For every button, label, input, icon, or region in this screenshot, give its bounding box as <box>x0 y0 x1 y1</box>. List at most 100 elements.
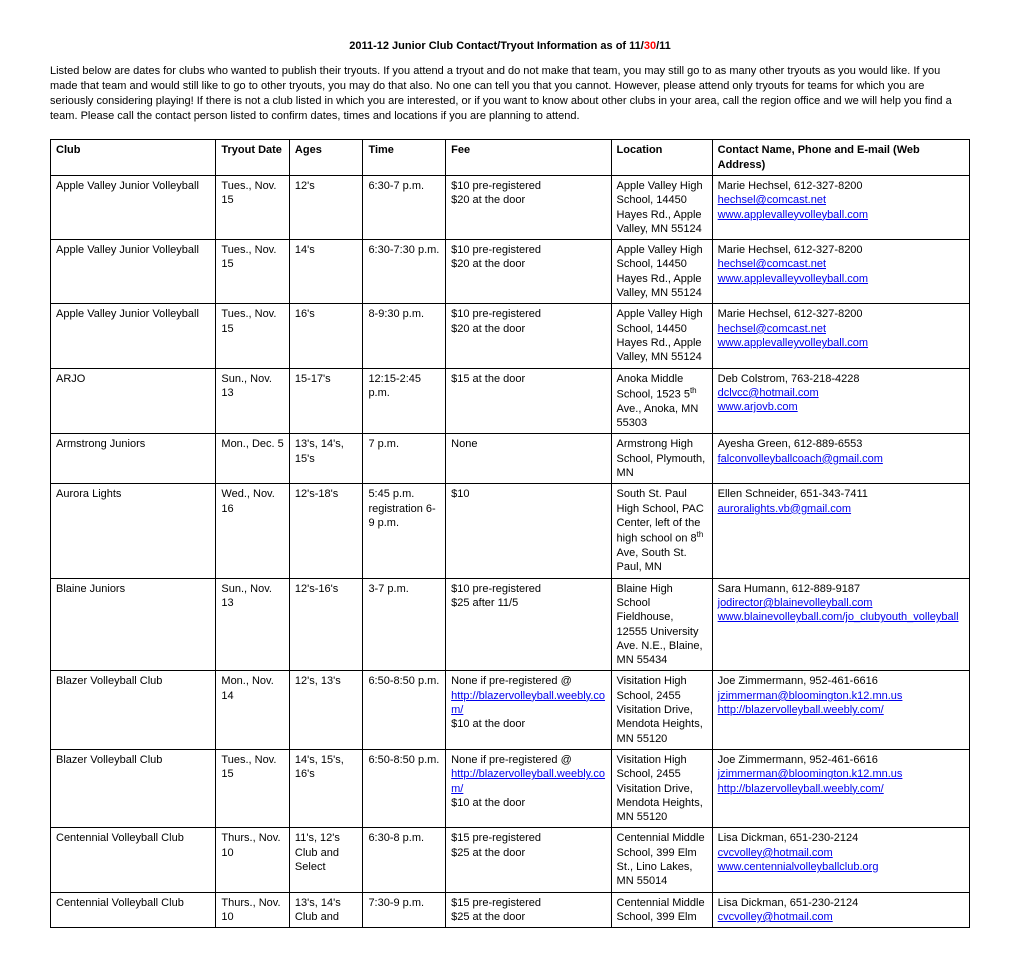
contact-link[interactable]: auroralights.vb@gmail.com <box>718 503 851 515</box>
cell-date: Mon., Nov. 14 <box>216 671 290 749</box>
contact-link[interactable]: jzimmerman@bloomington.k12.mn.us <box>718 768 903 780</box>
cell-club: Blazer Volleyball Club <box>51 671 216 749</box>
contact-link[interactable]: cvcvolley@hotmail.com <box>718 911 833 923</box>
cell-location: Apple Valley High School, 14450 Hayes Rd… <box>611 175 712 239</box>
cell-fee: $10 pre-registered$25 after 11/5 <box>446 578 611 671</box>
contact-link[interactable]: hechsel@comcast.net <box>718 194 826 206</box>
header-contact: Contact Name, Phone and E-mail (Web Addr… <box>712 140 969 176</box>
cell-location: Visitation High School, 2455 Visitation … <box>611 749 712 827</box>
cell-time: 6:50-8:50 p.m. <box>363 749 446 827</box>
cell-fee: $15 at the door <box>446 368 611 434</box>
cell-contact: Marie Hechsel, 612-327-8200hechsel@comca… <box>712 304 969 368</box>
table-row: Blazer Volleyball ClubTues., Nov. 1514's… <box>51 749 970 827</box>
cell-fee: $10 pre-registered$20 at the door <box>446 240 611 304</box>
cell-time: 8-9:30 p.m. <box>363 304 446 368</box>
cell-club: ARJO <box>51 368 216 434</box>
table-row: Blaine JuniorsSun., Nov. 1312's-16's3-7 … <box>51 578 970 671</box>
header-location: Location <box>611 140 712 176</box>
cell-date: Sun., Nov. 13 <box>216 368 290 434</box>
fee-link[interactable]: http://blazervolleyball.weebly.com/ <box>451 768 605 794</box>
header-fee: Fee <box>446 140 611 176</box>
cell-club: Blaine Juniors <box>51 578 216 671</box>
contact-link[interactable]: www.centennialvolleyballclub.org <box>718 861 879 873</box>
cell-time: 7:30-9 p.m. <box>363 892 446 928</box>
contact-link[interactable]: www.applevalleyvolleyball.com <box>718 209 868 221</box>
cell-club: Aurora Lights <box>51 484 216 578</box>
contact-link[interactable]: http://blazervolleyball.weebly.com/ <box>718 704 884 716</box>
cell-date: Sun., Nov. 13 <box>216 578 290 671</box>
cell-ages: 12's, 13's <box>289 671 363 749</box>
contact-link[interactable]: www.blainevolleyball.com/jo_clubyouth_vo… <box>718 611 959 623</box>
cell-ages: 16's <box>289 304 363 368</box>
cell-contact: Joe Zimmermann, 952-461-6616jzimmerman@b… <box>712 671 969 749</box>
cell-time: 6:30-7:30 p.m. <box>363 240 446 304</box>
contact-link[interactable]: jzimmerman@bloomington.k12.mn.us <box>718 690 903 702</box>
table-row: Apple Valley Junior VolleyballTues., Nov… <box>51 304 970 368</box>
contact-link[interactable]: www.applevalleyvolleyball.com <box>718 337 868 349</box>
cell-ages: 12's <box>289 175 363 239</box>
contact-link[interactable]: cvcvolley@hotmail.com <box>718 847 833 859</box>
table-row: Aurora LightsWed., Nov. 1612's-18's5:45 … <box>51 484 970 578</box>
cell-time: 6:30-8 p.m. <box>363 828 446 892</box>
table-row: ARJOSun., Nov. 1315-17's12:15-2:45 p.m.$… <box>51 368 970 434</box>
cell-ages: 11's, 12's Club and Select <box>289 828 363 892</box>
cell-ages: 12's-16's <box>289 578 363 671</box>
cell-contact: Marie Hechsel, 612-327-8200hechsel@comca… <box>712 240 969 304</box>
table-row: Centennial Volleyball ClubThurs., Nov. 1… <box>51 828 970 892</box>
cell-date: Tues., Nov. 15 <box>216 304 290 368</box>
table-row: Blazer Volleyball ClubMon., Nov. 1412's,… <box>51 671 970 749</box>
cell-fee: $10 pre-registered$20 at the door <box>446 175 611 239</box>
page-title: 2011-12 Junior Club Contact/Tryout Infor… <box>50 40 970 52</box>
cell-club: Centennial Volleyball Club <box>51 828 216 892</box>
header-ages: Ages <box>289 140 363 176</box>
intro-paragraph: Listed below are dates for clubs who wan… <box>50 64 970 123</box>
cell-date: Tues., Nov. 15 <box>216 240 290 304</box>
cell-club: Apple Valley Junior Volleyball <box>51 240 216 304</box>
cell-contact: Ellen Schneider, 651-343-7411auroralight… <box>712 484 969 578</box>
table-row: Armstrong JuniorsMon., Dec. 513's, 14's,… <box>51 434 970 484</box>
cell-time: 6:30-7 p.m. <box>363 175 446 239</box>
contact-link[interactable]: www.arjovb.com <box>718 401 798 413</box>
cell-fee: $10 <box>446 484 611 578</box>
cell-location: Visitation High School, 2455 Visitation … <box>611 671 712 749</box>
cell-time: 3-7 p.m. <box>363 578 446 671</box>
fee-link[interactable]: http://blazervolleyball.weebly.com/ <box>451 690 605 716</box>
contact-link[interactable]: hechsel@comcast.net <box>718 323 826 335</box>
table-row: Apple Valley Junior VolleyballTues., Nov… <box>51 175 970 239</box>
cell-location: Armstrong High School, Plymouth, MN <box>611 434 712 484</box>
cell-date: Thurs., Nov. 10 <box>216 828 290 892</box>
contact-link[interactable]: hechsel@comcast.net <box>718 258 826 270</box>
cell-club: Apple Valley Junior Volleyball <box>51 304 216 368</box>
cell-ages: 14's <box>289 240 363 304</box>
cell-fee: None if pre-registered @http://blazervol… <box>446 749 611 827</box>
table-row: Apple Valley Junior VolleyballTues., Nov… <box>51 240 970 304</box>
cell-club: Blazer Volleyball Club <box>51 749 216 827</box>
contact-link[interactable]: falconvolleyballcoach@gmail.com <box>718 453 883 465</box>
cell-date: Tues., Nov. 15 <box>216 749 290 827</box>
header-time: Time <box>363 140 446 176</box>
cell-ages: 14's, 15's, 16's <box>289 749 363 827</box>
cell-location: Centennial Middle School, 399 Elm St., L… <box>611 828 712 892</box>
contact-link[interactable]: www.applevalleyvolleyball.com <box>718 273 868 285</box>
cell-contact: Deb Colstrom, 763-218-4228dclvcc@hotmail… <box>712 368 969 434</box>
cell-date: Wed., Nov. 16 <box>216 484 290 578</box>
header-date: Tryout Date <box>216 140 290 176</box>
cell-location: Apple Valley High School, 14450 Hayes Rd… <box>611 240 712 304</box>
cell-ages: 13's, 14's, 15's <box>289 434 363 484</box>
contact-link[interactable]: dclvcc@hotmail.com <box>718 387 819 399</box>
cell-ages: 15-17's <box>289 368 363 434</box>
cell-ages: 12's-18's <box>289 484 363 578</box>
cell-location: South St. Paul High School, PAC Center, … <box>611 484 712 578</box>
cell-contact: Lisa Dickman, 651-230-2124cvcvolley@hotm… <box>712 892 969 928</box>
cell-fee: $10 pre-registered$20 at the door <box>446 304 611 368</box>
header-club: Club <box>51 140 216 176</box>
tryout-table: Club Tryout Date Ages Time Fee Location … <box>50 139 970 928</box>
table-header-row: Club Tryout Date Ages Time Fee Location … <box>51 140 970 176</box>
table-body: Apple Valley Junior VolleyballTues., Nov… <box>51 175 970 927</box>
cell-time: 5:45 p.m. registration 6-9 p.m. <box>363 484 446 578</box>
cell-club: Centennial Volleyball Club <box>51 892 216 928</box>
cell-date: Tues., Nov. 15 <box>216 175 290 239</box>
contact-link[interactable]: jodirector@blainevolleyball.com <box>718 597 873 609</box>
cell-location: Blaine High School Fieldhouse, 12555 Uni… <box>611 578 712 671</box>
contact-link[interactable]: http://blazervolleyball.weebly.com/ <box>718 783 884 795</box>
